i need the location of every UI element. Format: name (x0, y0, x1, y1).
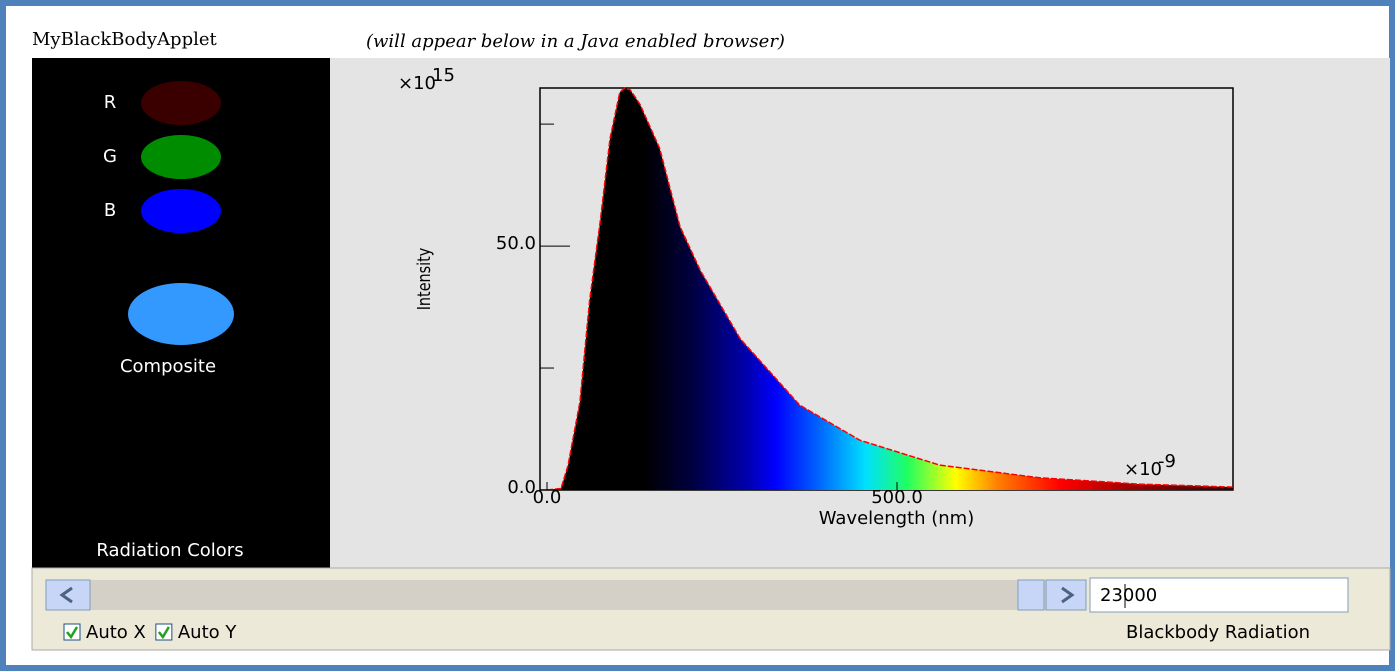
checkbox-label: Auto Y (178, 622, 238, 643)
intensity-curve (546, 87, 1234, 491)
x-axis-label: Wavelength (nm) (819, 508, 975, 529)
channel-label: B (104, 200, 116, 221)
temperature-value: 23000 (1100, 585, 1157, 606)
check-mark (66, 626, 79, 640)
y-tick-label: 50.0 (496, 233, 536, 254)
plot-panel (330, 58, 1390, 568)
x-multiplier: ×10 (1124, 459, 1162, 480)
temperature-field[interactable] (1089, 577, 1349, 613)
check-mark (157, 626, 170, 640)
channel-label: R (104, 92, 117, 113)
channel-swatch (141, 81, 221, 125)
arrow (1061, 586, 1075, 604)
x-tick-label: 0.0 (533, 487, 562, 508)
y-multiplier: ×10 (398, 73, 436, 94)
composite-label: Composite (120, 356, 216, 377)
title: MyBlackBodyApplet (32, 29, 218, 50)
channel-label: G (103, 146, 117, 167)
scroll-left[interactable] (45, 579, 91, 611)
scroll-right[interactable] (1045, 579, 1087, 611)
y-axis-label: Intensity (413, 247, 434, 310)
checkbox-label: Auto X (86, 622, 146, 643)
x-exponent: -9 (1158, 451, 1176, 472)
channel-swatch (141, 135, 221, 179)
subtitle: (will appear below in a Java enabled bro… (366, 31, 785, 52)
y-tick-label: 0.0 (507, 477, 536, 498)
status-label: Blackbody Radiation (1126, 622, 1310, 643)
spectrum-area (547, 88, 1233, 490)
scroll-thumb[interactable] (1017, 579, 1045, 611)
composite-swatch (128, 283, 234, 345)
x-tick-label: 500.0 (871, 487, 923, 508)
y-exponent: 15 (432, 65, 455, 86)
panel-caption: Radiation Colors (96, 540, 243, 561)
scrollbar[interactable] (46, 580, 1086, 610)
arrow (59, 586, 73, 604)
channel-swatch (141, 189, 221, 233)
